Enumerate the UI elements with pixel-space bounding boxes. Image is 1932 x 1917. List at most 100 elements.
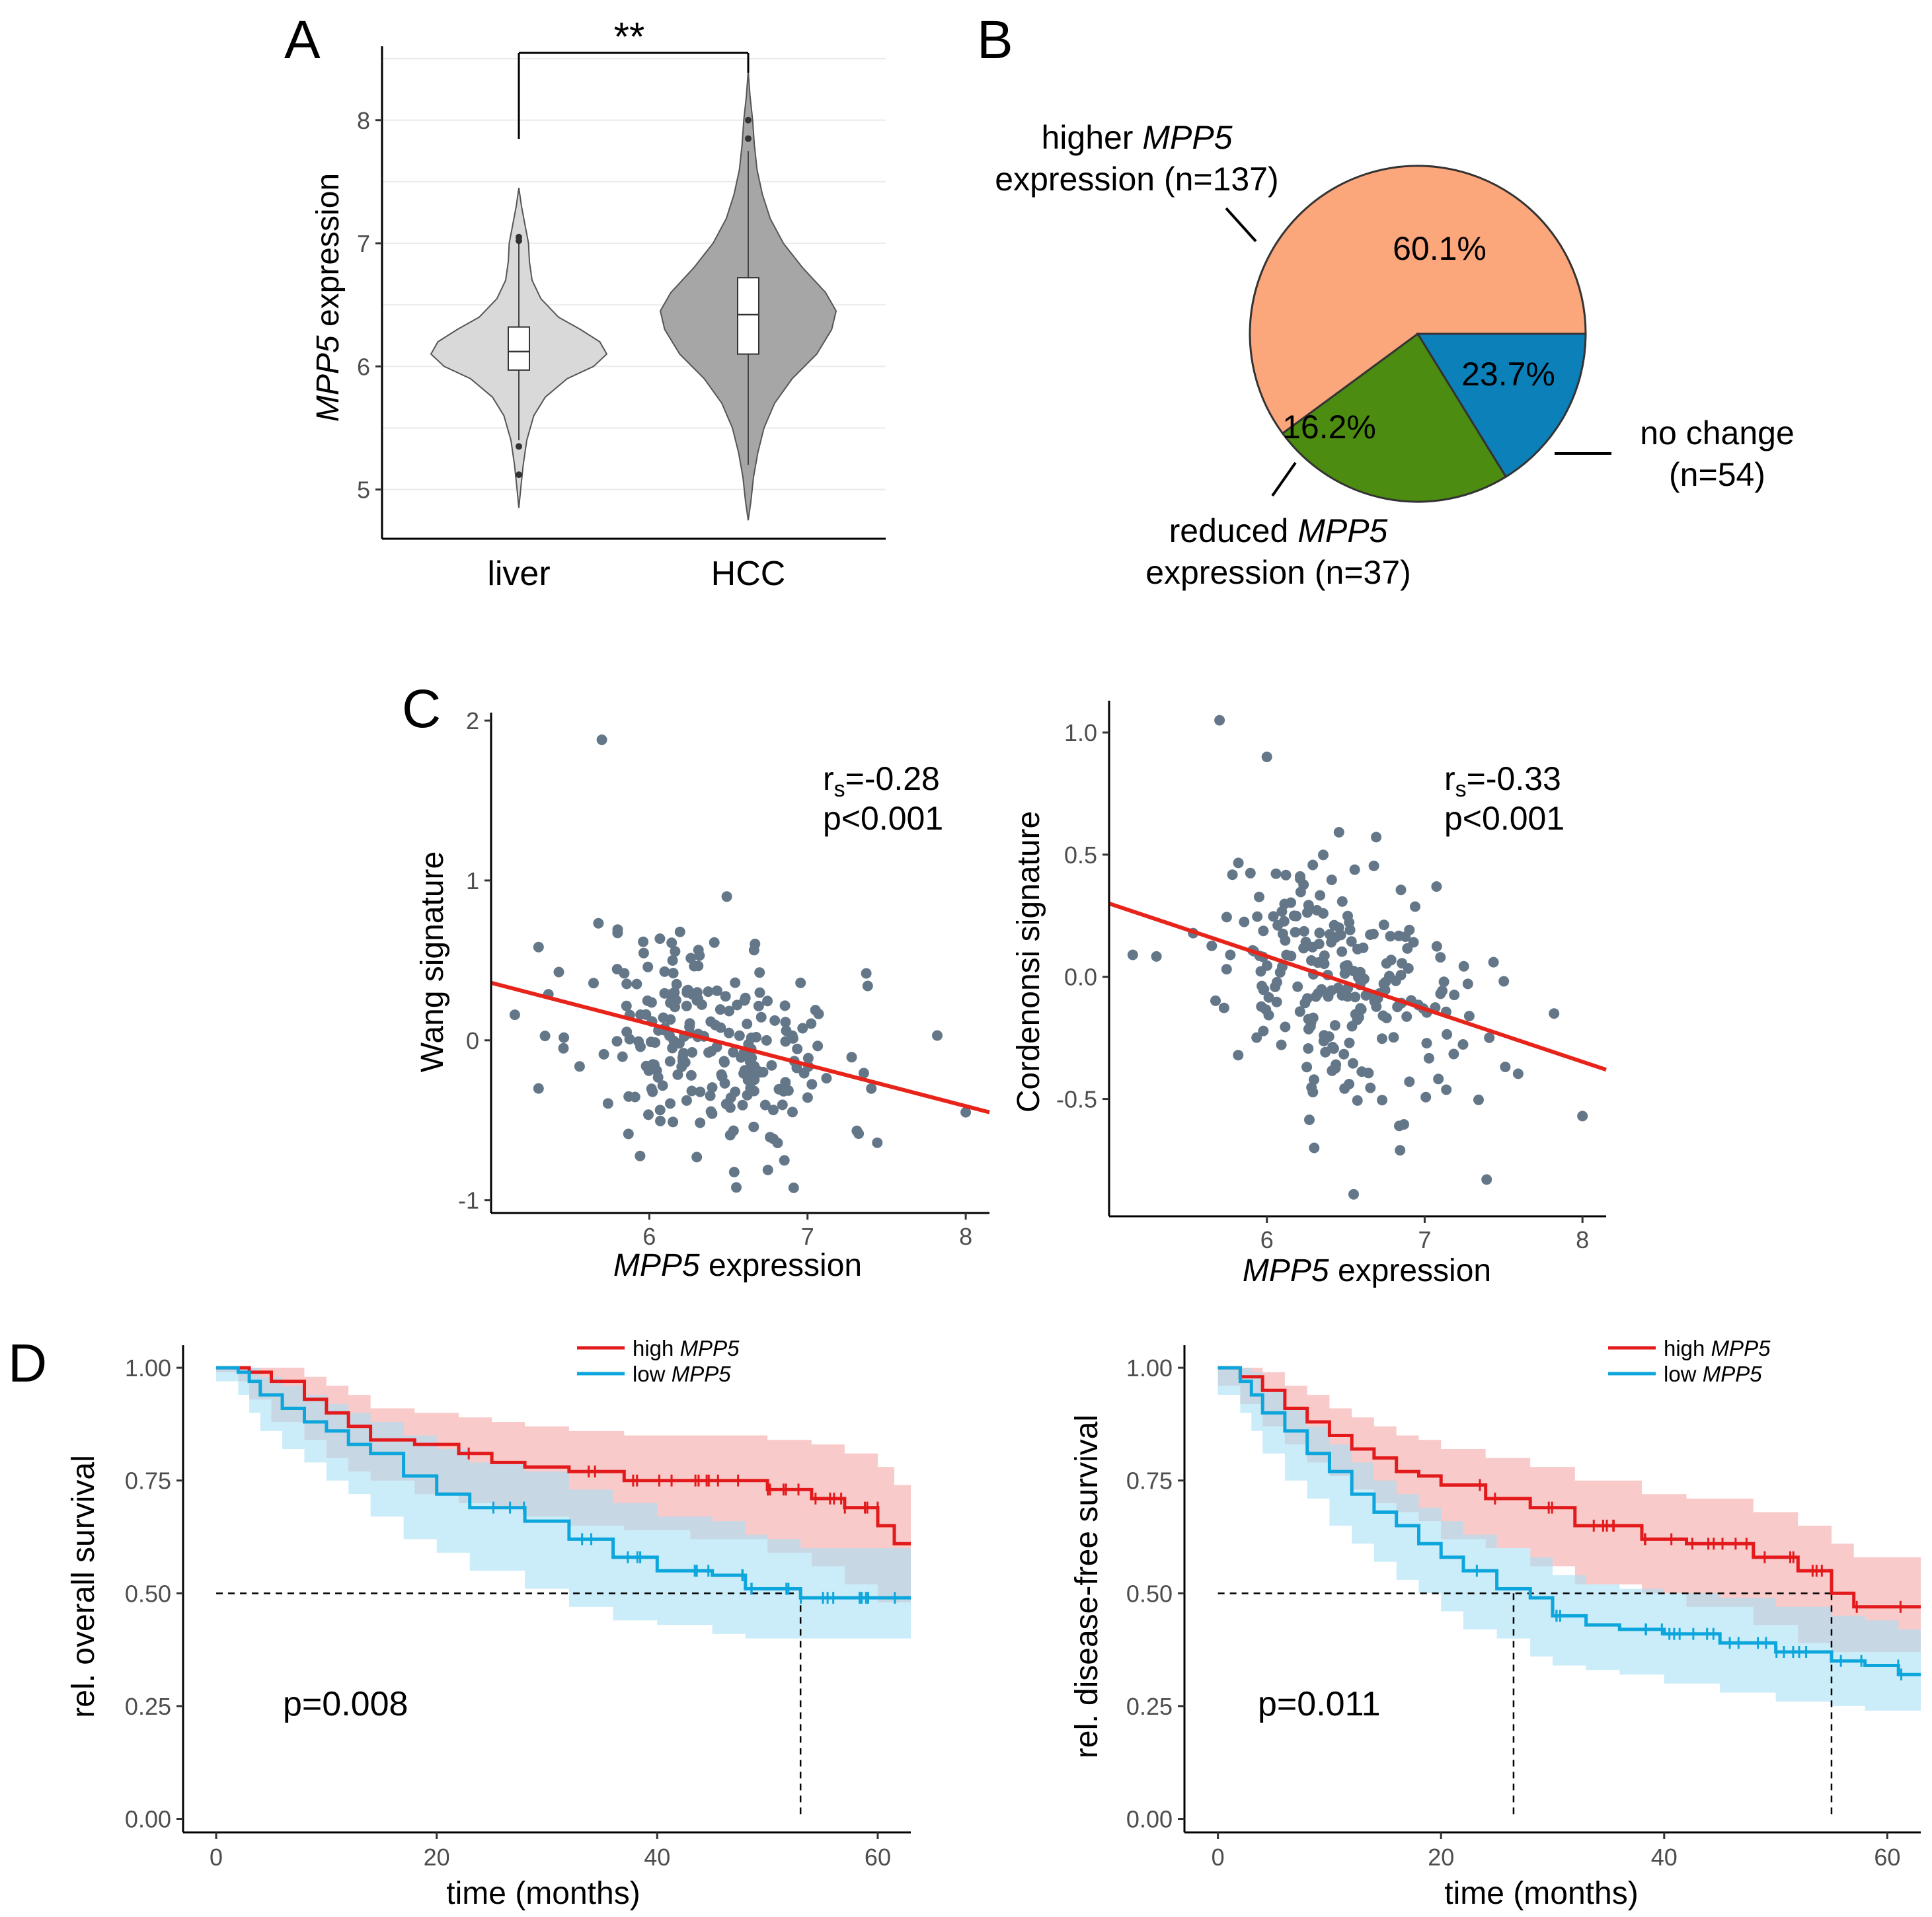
scatter-point	[1353, 1011, 1364, 1022]
pie-pct-nochange: 23.7%	[1461, 356, 1555, 393]
scatter-point	[602, 1098, 613, 1109]
km-disease-free-x-axis-title: time (months)	[1444, 1876, 1638, 1911]
scatter-point	[1365, 1082, 1376, 1093]
scatter-point	[715, 1004, 726, 1015]
km-disease-free-pvalue: p=0.011	[1258, 1685, 1381, 1723]
scatter-point	[621, 1000, 632, 1011]
scatter-point	[691, 1152, 703, 1163]
scatter-point	[1336, 896, 1348, 907]
scatter-point	[685, 1070, 697, 1081]
scatter-point	[1251, 1032, 1262, 1043]
scatter-point	[724, 1005, 735, 1017]
km-y-tick-label: 0.50	[125, 1580, 171, 1607]
scatter-point	[665, 1098, 676, 1109]
scatter-point	[1304, 1115, 1315, 1125]
scatter-point	[1262, 960, 1272, 971]
scatter-point	[862, 980, 873, 992]
scatter-point	[1233, 857, 1244, 869]
scatter-point	[1488, 957, 1499, 968]
scatter-point	[672, 1069, 683, 1080]
scatter-point	[1299, 998, 1311, 1009]
scatter-point	[1276, 1039, 1287, 1050]
scatter-point	[734, 1030, 745, 1041]
scatter-y-tick-label: 1	[466, 867, 479, 894]
scatter-point	[709, 937, 720, 948]
scatter-point	[766, 1060, 777, 1071]
scatter-point	[646, 997, 657, 1008]
scatter-point	[705, 1090, 716, 1101]
scatter-point	[1295, 871, 1305, 882]
km-overall-legend: high MPP5 low MPP5	[577, 1336, 740, 1386]
scatter-point	[1300, 937, 1311, 947]
violin-plot-area	[382, 58, 886, 521]
scatter-point	[558, 1042, 569, 1054]
pie-pct-higher: 60.1%	[1393, 230, 1487, 267]
scatter-point	[802, 1052, 814, 1064]
scatter-point	[777, 1099, 788, 1111]
scatter-point	[1298, 925, 1309, 937]
km-y-tick-label: 1.00	[1126, 1354, 1173, 1382]
scatter-point	[1206, 940, 1217, 951]
scatter-point	[755, 1011, 767, 1023]
scatter-point	[685, 953, 697, 964]
scatter-point	[806, 1079, 818, 1090]
scatter-point	[676, 1061, 687, 1072]
scatter-point	[711, 985, 722, 996]
scatter-point	[1210, 995, 1221, 1006]
scatter-point	[788, 1182, 799, 1193]
pie-label-reduced-line1: reduced MPP5	[1169, 512, 1388, 549]
scatter-point	[657, 1080, 668, 1091]
scatter-wang-stat-p: p<0.001	[823, 800, 943, 837]
scatter-point	[872, 1137, 883, 1148]
scatter-point	[1221, 964, 1232, 975]
scatter-point	[1462, 978, 1473, 990]
violin-HCC-outlier	[745, 135, 752, 142]
km-band-low	[1217, 1368, 1921, 1711]
scatter-x-tick-label: 8	[1576, 1226, 1589, 1253]
km-y-tick-label: 0.75	[125, 1467, 171, 1495]
scatter-point	[724, 1102, 736, 1113]
km-disease-free	[1217, 1366, 1921, 1819]
km-y-tick-label: 0.50	[1126, 1580, 1173, 1607]
scatter-point	[718, 1056, 730, 1067]
scatter-point	[707, 1082, 718, 1093]
violin-y-tick-label: 8	[357, 107, 370, 134]
scatter-point	[1442, 1029, 1453, 1040]
scatter-point	[1218, 1002, 1229, 1013]
scatter-point	[751, 1032, 762, 1042]
scatter-point	[1239, 916, 1250, 927]
scatter-y-tick-label: 0	[466, 1027, 479, 1054]
scatter-point	[647, 1059, 658, 1070]
scatter-point	[1344, 1037, 1355, 1048]
scatter-x-tick-label: 6	[1260, 1226, 1274, 1253]
km-x-tick-label: 40	[644, 1844, 670, 1871]
scatter-fit-line	[490, 980, 990, 1115]
scatter-point	[695, 1117, 706, 1128]
scatter-point	[1431, 881, 1442, 892]
scatter-point	[646, 1083, 657, 1095]
scatter-point	[1261, 752, 1272, 762]
scatter-point	[853, 1128, 865, 1139]
scatter-point	[1315, 890, 1326, 901]
scatter-point	[687, 1047, 698, 1058]
scatter-point	[1305, 1017, 1317, 1028]
scatter-point	[1377, 1095, 1388, 1106]
scatter-point	[1127, 949, 1138, 960]
scatter-point	[659, 966, 670, 977]
scatter-point	[1310, 991, 1321, 1002]
scatter-point	[668, 968, 679, 979]
km-overall-y-axis-title: rel. overall survival	[66, 1455, 101, 1717]
scatter-point	[742, 1089, 753, 1101]
scatter-point	[635, 1150, 646, 1161]
scatter-point	[749, 1074, 760, 1085]
scatter-point	[1449, 990, 1460, 1001]
scatter-point	[667, 1042, 678, 1054]
km-x-tick-label: 20	[424, 1844, 450, 1871]
scatter-point	[1318, 849, 1329, 861]
violin-liver-outlier	[516, 233, 522, 241]
scatter-point	[806, 1018, 817, 1029]
violin-HCC-outlier	[745, 116, 752, 124]
scatter-point	[1346, 936, 1357, 947]
scatter-point	[1303, 900, 1314, 911]
